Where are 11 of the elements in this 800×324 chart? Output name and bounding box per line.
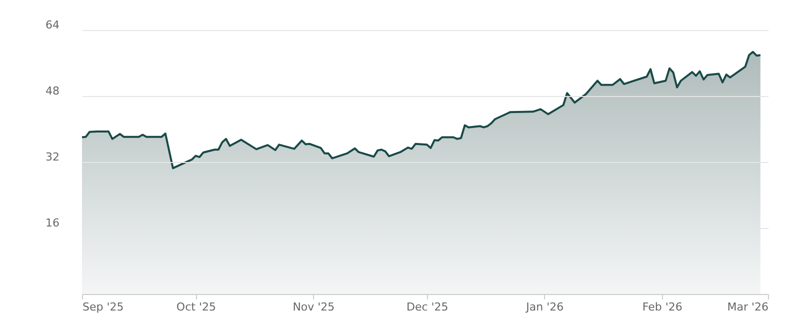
y-tick-label: 64 (46, 18, 60, 32)
y-tick-label: 32 (46, 150, 60, 164)
x-tick-label: Jan '26 (525, 300, 564, 314)
x-tick-label: Feb '26 (642, 300, 682, 314)
x-tick-label: Mar '26 (727, 300, 768, 314)
y-tick-label: 16 (46, 216, 60, 230)
x-tick-label: Nov '25 (292, 300, 335, 314)
x-tick-label: Oct '25 (176, 300, 216, 314)
x-tick-label: Dec '25 (406, 300, 448, 314)
y-tick-label: 48 (46, 84, 60, 98)
x-tick-label: Sep '25 (82, 300, 124, 314)
